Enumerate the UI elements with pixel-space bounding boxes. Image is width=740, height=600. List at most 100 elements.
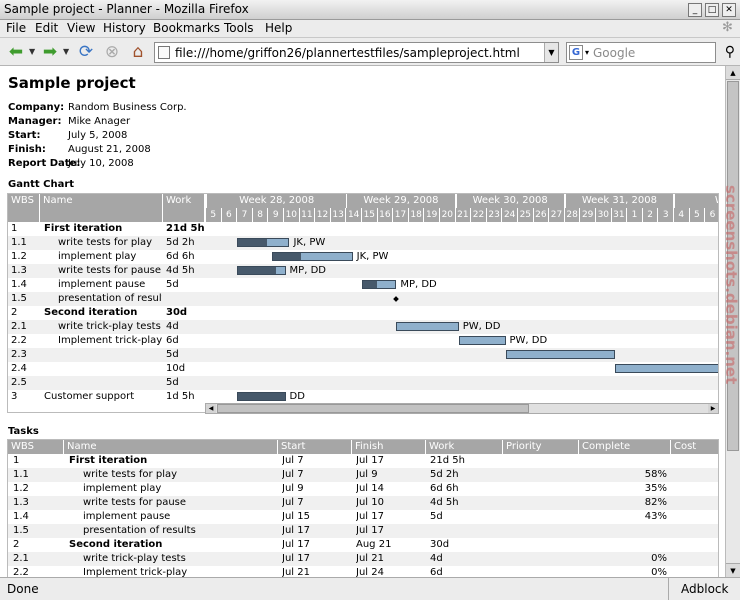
back-button[interactable]: ⬅ xyxy=(8,42,24,62)
table-row: 1.4 implement pause Jul 15 Jul 17 5d 43% xyxy=(8,510,718,524)
task-cell-name: write trick-play tests xyxy=(83,553,186,564)
gantt-cell-work: 1d 5h xyxy=(166,391,195,402)
gantt-row: 1.2 implement play 6d 6h JK, PW xyxy=(8,250,718,264)
task-cell-work xyxy=(430,524,500,538)
status-bar: Done Adblock xyxy=(0,577,740,600)
table-row: 2.2 Implement trick-play Jul 21 Jul 24 6d 0% xyxy=(8,566,718,577)
page-vertical-scrollbar[interactable]: ▲ ▼ xyxy=(725,66,740,577)
gantt-day-header: 5 xyxy=(206,208,221,222)
scroll-down-icon[interactable]: ▼ xyxy=(726,563,740,577)
menu-file[interactable]: File xyxy=(6,21,27,35)
task-cell-priority xyxy=(507,538,577,552)
stop-icon[interactable]: ⊗ xyxy=(104,42,120,62)
table-row: 2.1 write trick-play tests Jul 17 Jul 21 4d 0… xyxy=(8,552,718,566)
gantt-cell-work: 6d xyxy=(166,335,179,346)
gantt-day-header: 14 xyxy=(346,208,361,222)
gantt-row: 1.4 implement pause 5d MP, DD xyxy=(8,278,718,292)
search-box[interactable]: G ▾ Google ⚲ xyxy=(566,42,735,63)
page-scroll-thumb[interactable] xyxy=(727,81,739,451)
project-field-value: July 10, 2008 xyxy=(68,158,134,169)
gantt-day-header: 29 xyxy=(580,208,595,222)
forward-history-dropdown-icon[interactable]: ▼ xyxy=(63,47,70,56)
menu-view[interactable]: View xyxy=(67,21,96,35)
gantt-row: 1.1 write tests for play 5d 2h JK, PW xyxy=(8,236,718,250)
gantt-day-header: 6 xyxy=(705,208,718,222)
task-cell-complete: 35% xyxy=(644,483,667,494)
back-history-dropdown-icon[interactable]: ▼ xyxy=(29,47,36,56)
gantt-cell-name: write tests for pause xyxy=(58,265,162,276)
scroll-up-icon[interactable]: ▲ xyxy=(726,66,740,80)
gantt-day-header: 26 xyxy=(533,208,549,222)
gantt-day-header: 27 xyxy=(549,208,564,222)
task-cell-cost xyxy=(675,524,718,538)
task-cell-name: write tests for pause xyxy=(83,497,187,508)
gantt-day-header: 22 xyxy=(471,208,486,222)
tasks-header-priority: Priority xyxy=(503,440,579,454)
gantt-horizontal-scrollbar[interactable]: ◀ ▶ xyxy=(205,403,719,414)
gantt-cell-wbs: 2.4 xyxy=(11,363,27,374)
gantt-progress-fill xyxy=(273,253,301,260)
gantt-cell-wbs: 1 xyxy=(11,223,18,234)
menu-history[interactable]: History xyxy=(103,21,146,35)
gantt-row: 2.1 write trick-play tests 4d PW, DD xyxy=(8,320,718,334)
url-bar[interactable]: file:///home/griffon26/plannertestfiles/… xyxy=(154,42,559,63)
task-cell-wbs: 1.3 xyxy=(13,497,29,508)
url-history-dropdown-icon[interactable]: ▼ xyxy=(544,43,558,62)
scroll-right-icon[interactable]: ▶ xyxy=(708,404,718,413)
gantt-cell-work: 10d xyxy=(166,363,186,374)
search-placeholder: Google xyxy=(593,46,636,60)
url-text: file:///home/griffon26/plannertestfiles/… xyxy=(175,46,520,60)
gantt-milestone-marker xyxy=(393,296,399,302)
search-engine-icon[interactable]: G xyxy=(569,45,583,60)
task-cell-wbs: 1.1 xyxy=(13,469,29,480)
gantt-header-work: Work xyxy=(163,194,204,222)
task-cell-start: Jul 17 xyxy=(282,539,310,550)
task-cell-start: Jul 17 xyxy=(282,553,310,564)
forward-button[interactable]: ➡ xyxy=(42,42,58,62)
gantt-day-header: 1 xyxy=(627,208,642,222)
gantt-chart: WBS Name Work Week 28, 2008 Week 29, 2008 Wee… xyxy=(7,193,719,413)
menu-edit[interactable]: Edit xyxy=(35,21,59,35)
task-cell-complete: 58% xyxy=(644,469,667,480)
task-cell-cost xyxy=(675,552,718,566)
task-cell-complete: 0% xyxy=(651,567,667,577)
task-cell-priority xyxy=(507,454,577,468)
task-cell-wbs: 2.1 xyxy=(13,553,29,564)
gantt-cell-wbs: 1.4 xyxy=(11,279,27,290)
menu-tools[interactable]: Tools xyxy=(224,21,254,35)
home-icon[interactable]: ⌂ xyxy=(132,42,144,62)
search-icon[interactable]: ⚲ xyxy=(724,44,735,60)
gantt-day-header: 18 xyxy=(408,208,424,222)
task-cell-work: 4d xyxy=(430,553,443,564)
menu-help[interactable]: Help xyxy=(265,21,293,35)
gantt-day-header: 28 xyxy=(564,208,580,222)
reload-icon[interactable]: ⟳ xyxy=(78,42,94,62)
gantt-week-header: Week xyxy=(674,194,718,208)
close-window-button[interactable]: ✕ xyxy=(722,3,736,17)
gantt-day-header: 2 xyxy=(642,208,658,222)
task-cell-complete: 0% xyxy=(651,553,667,564)
task-cell-start: Jul 9 xyxy=(282,483,304,494)
adblock-status[interactable]: Adblock xyxy=(668,578,740,600)
gantt-day-header: 30 xyxy=(596,208,611,222)
menu-bookmarks[interactable]: Bookmarks xyxy=(153,21,221,35)
search-engine-dropdown-icon[interactable]: ▾ xyxy=(585,48,590,57)
task-cell-name: First iteration xyxy=(69,455,148,466)
gantt-cell-work: 5d xyxy=(166,349,179,360)
task-cell-cost xyxy=(675,468,718,482)
table-row: 1.3 write tests for pause Jul 7 Jul 10 4d 5h… xyxy=(8,496,718,510)
gantt-day-header: 16 xyxy=(377,208,393,222)
project-field-value: July 5, 2008 xyxy=(68,130,128,141)
task-cell-complete xyxy=(579,524,667,538)
gantt-cell-name xyxy=(44,362,162,376)
gantt-row: 1 First iteration 21d 5h xyxy=(8,222,718,236)
table-row: 1.5 presentation of results Jul 17 Jul 17 xyxy=(8,524,718,538)
gantt-cell-name xyxy=(44,348,162,362)
maximize-button[interactable]: □ xyxy=(705,3,719,17)
gantt-progress-fill xyxy=(238,393,285,400)
scroll-left-icon[interactable]: ◀ xyxy=(206,404,216,413)
project-field-label: Start: xyxy=(8,130,41,141)
table-row: 1.2 implement play Jul 9 Jul 14 6d 6h 35% xyxy=(8,482,718,496)
gantt-scroll-thumb[interactable] xyxy=(217,404,529,413)
minimize-button[interactable]: _ xyxy=(688,3,702,17)
